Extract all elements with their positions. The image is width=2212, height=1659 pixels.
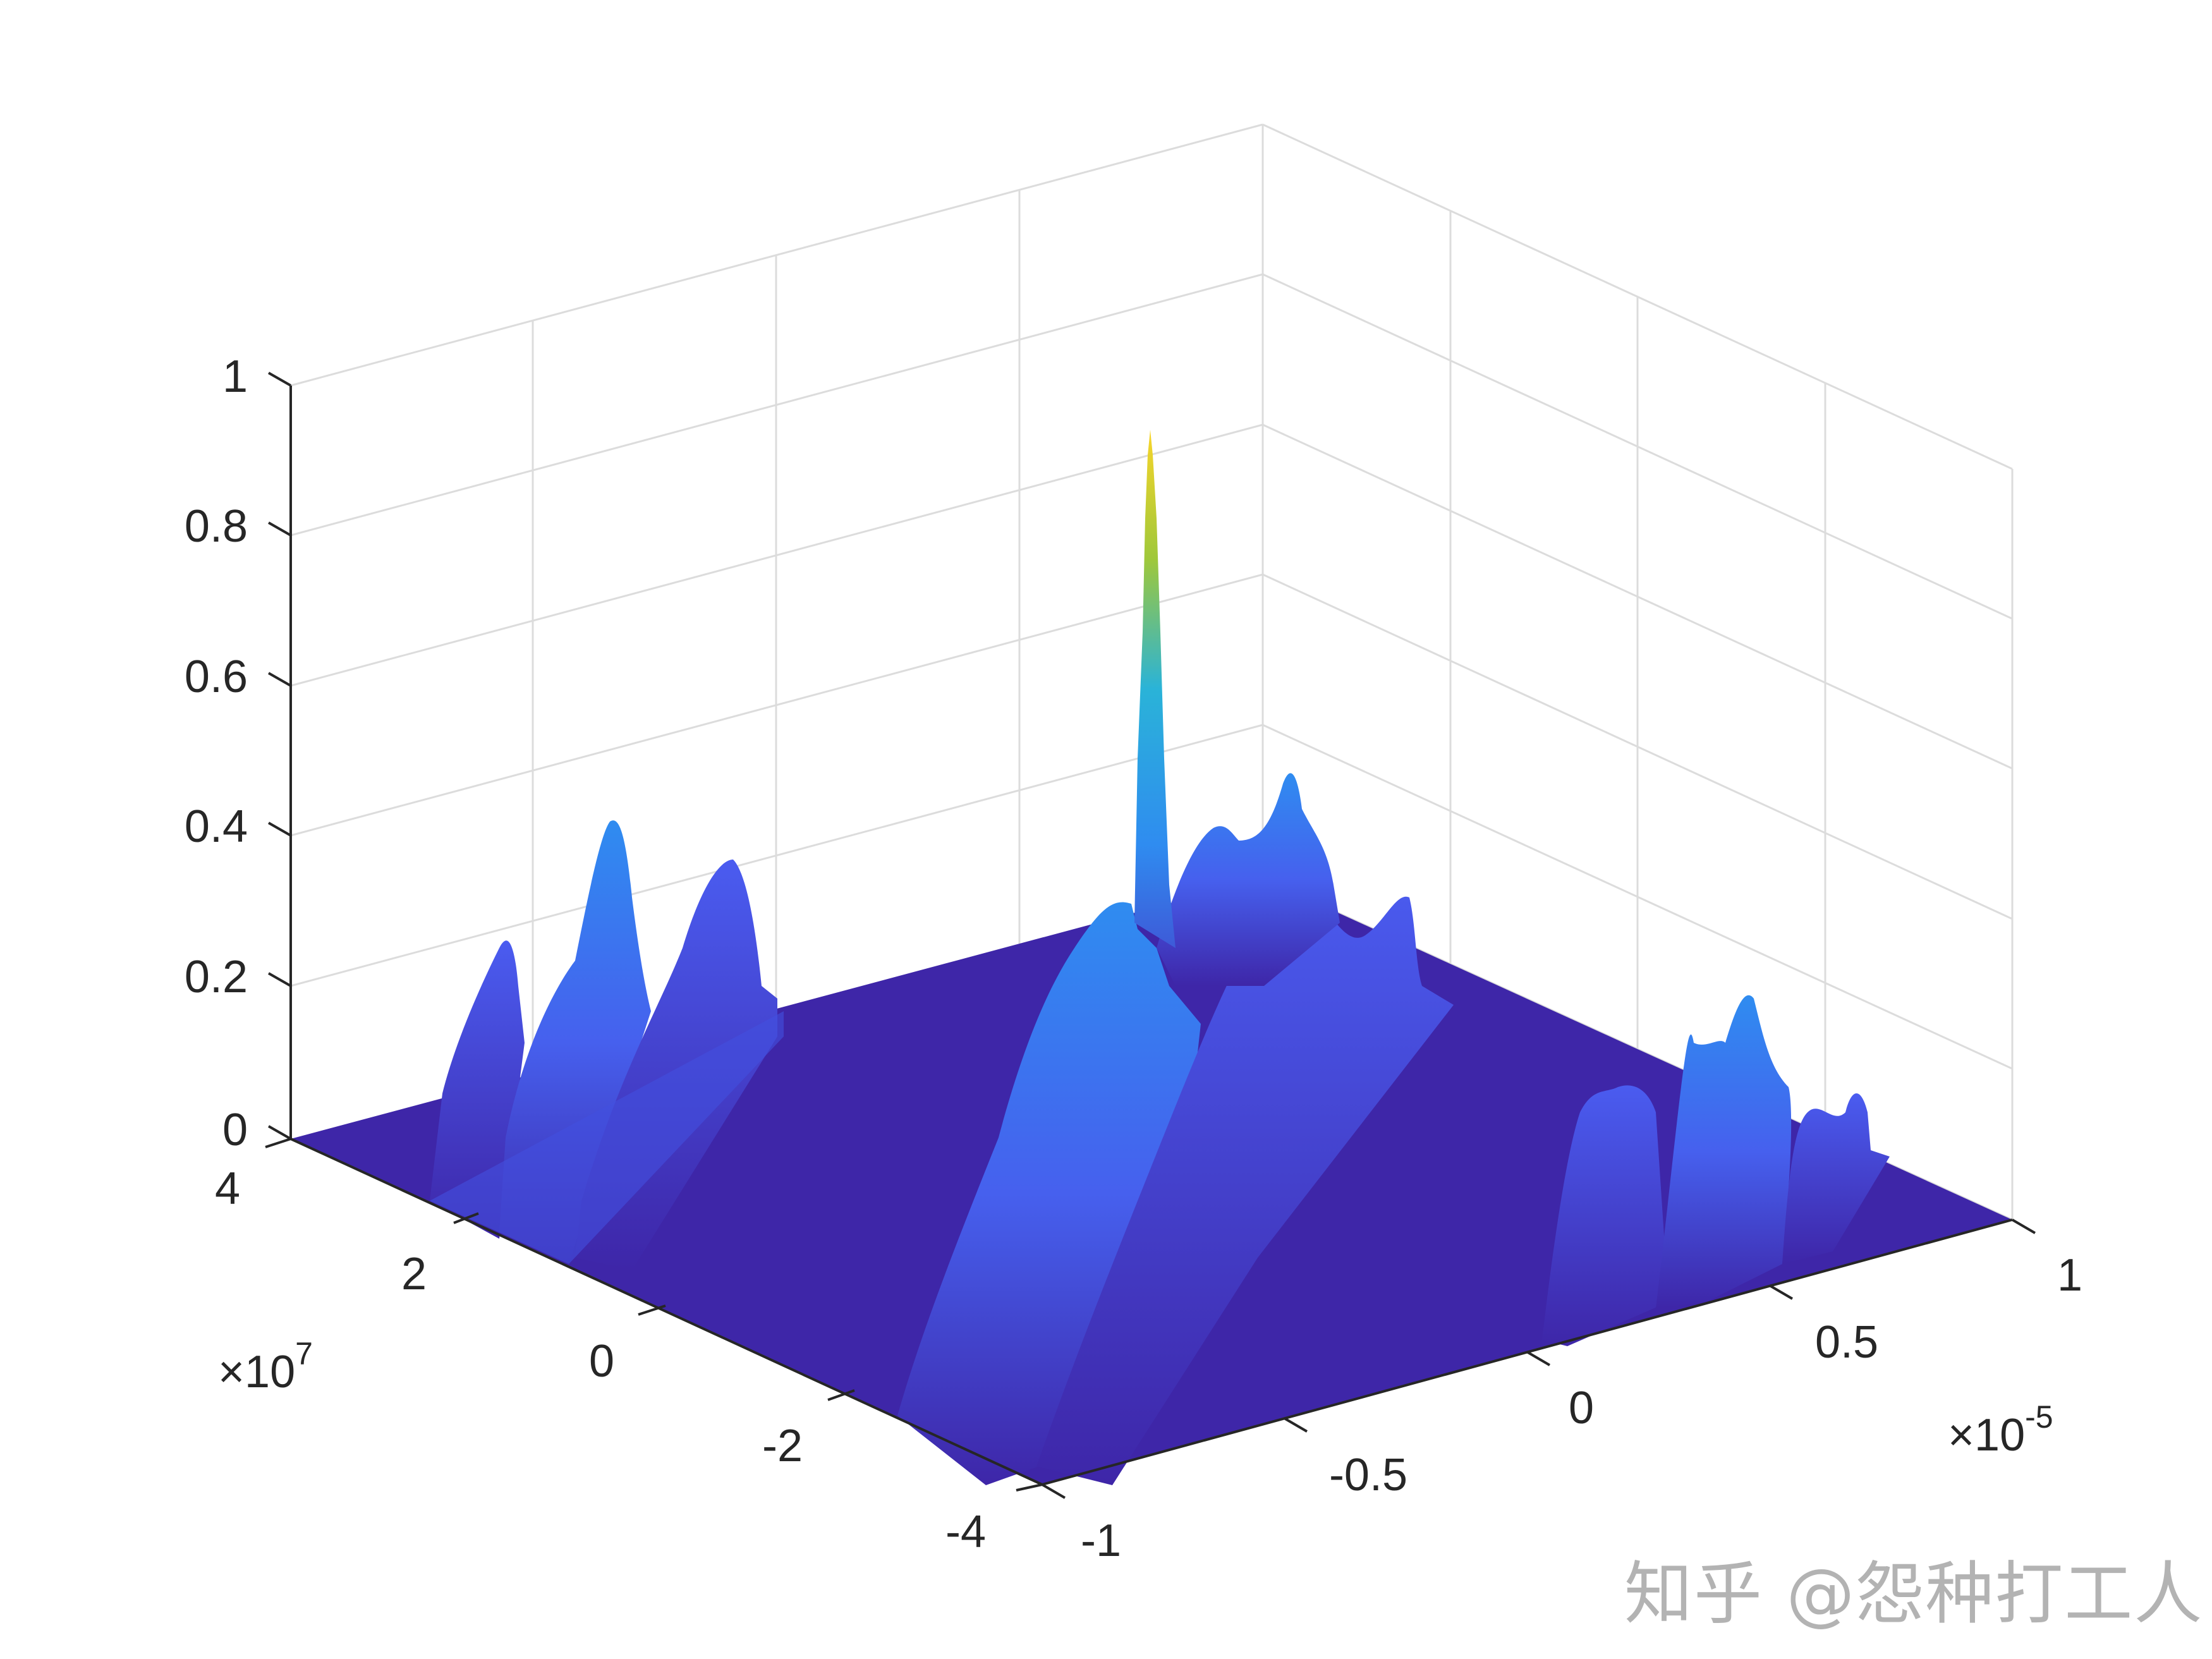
right-ridges <box>1542 995 1890 1346</box>
axes <box>265 372 2036 1499</box>
x-tick-labels: -1 -0.5 0 0.5 1 <box>1081 1250 2082 1566</box>
z-tick-label: 0.2 <box>185 952 248 1002</box>
x-tick-label: 0.5 <box>1815 1317 1878 1368</box>
x-tick-label: -0.5 <box>1329 1450 1407 1500</box>
z-tick-label: 0.8 <box>185 501 248 552</box>
y-tick-label: 4 <box>215 1164 240 1214</box>
y-tick-label: 2 <box>401 1249 427 1299</box>
y-tick-labels: 4 2 0 -2 -4 <box>215 1164 986 1557</box>
y-exponent-label: ×107 <box>218 1336 313 1397</box>
z-tick-label: 1 <box>222 351 248 402</box>
central-ridge <box>897 430 1454 1485</box>
x-tick-label: -1 <box>1081 1516 1121 1566</box>
z-tick-label: 0.4 <box>185 801 248 852</box>
y-tick-label: 0 <box>589 1336 614 1387</box>
z-tick-labels: 1 0.8 0.6 0.4 0.2 0 <box>185 351 248 1155</box>
grid-lines <box>290 123 2014 1221</box>
z-tick-label: 0.6 <box>185 652 248 702</box>
x-exponent-label: ×10-5 <box>1948 1399 2053 1461</box>
z-tick-label: 0 <box>222 1105 248 1155</box>
y-tick-label: -4 <box>945 1507 986 1557</box>
left-ridges <box>430 820 784 1270</box>
watermark: 知乎 @怨种打工人 <box>1624 1555 2204 1634</box>
x-tick-label: 1 <box>2057 1250 2082 1301</box>
y-tick-label: -2 <box>762 1421 803 1471</box>
x-tick-label: 0 <box>1569 1383 1594 1433</box>
